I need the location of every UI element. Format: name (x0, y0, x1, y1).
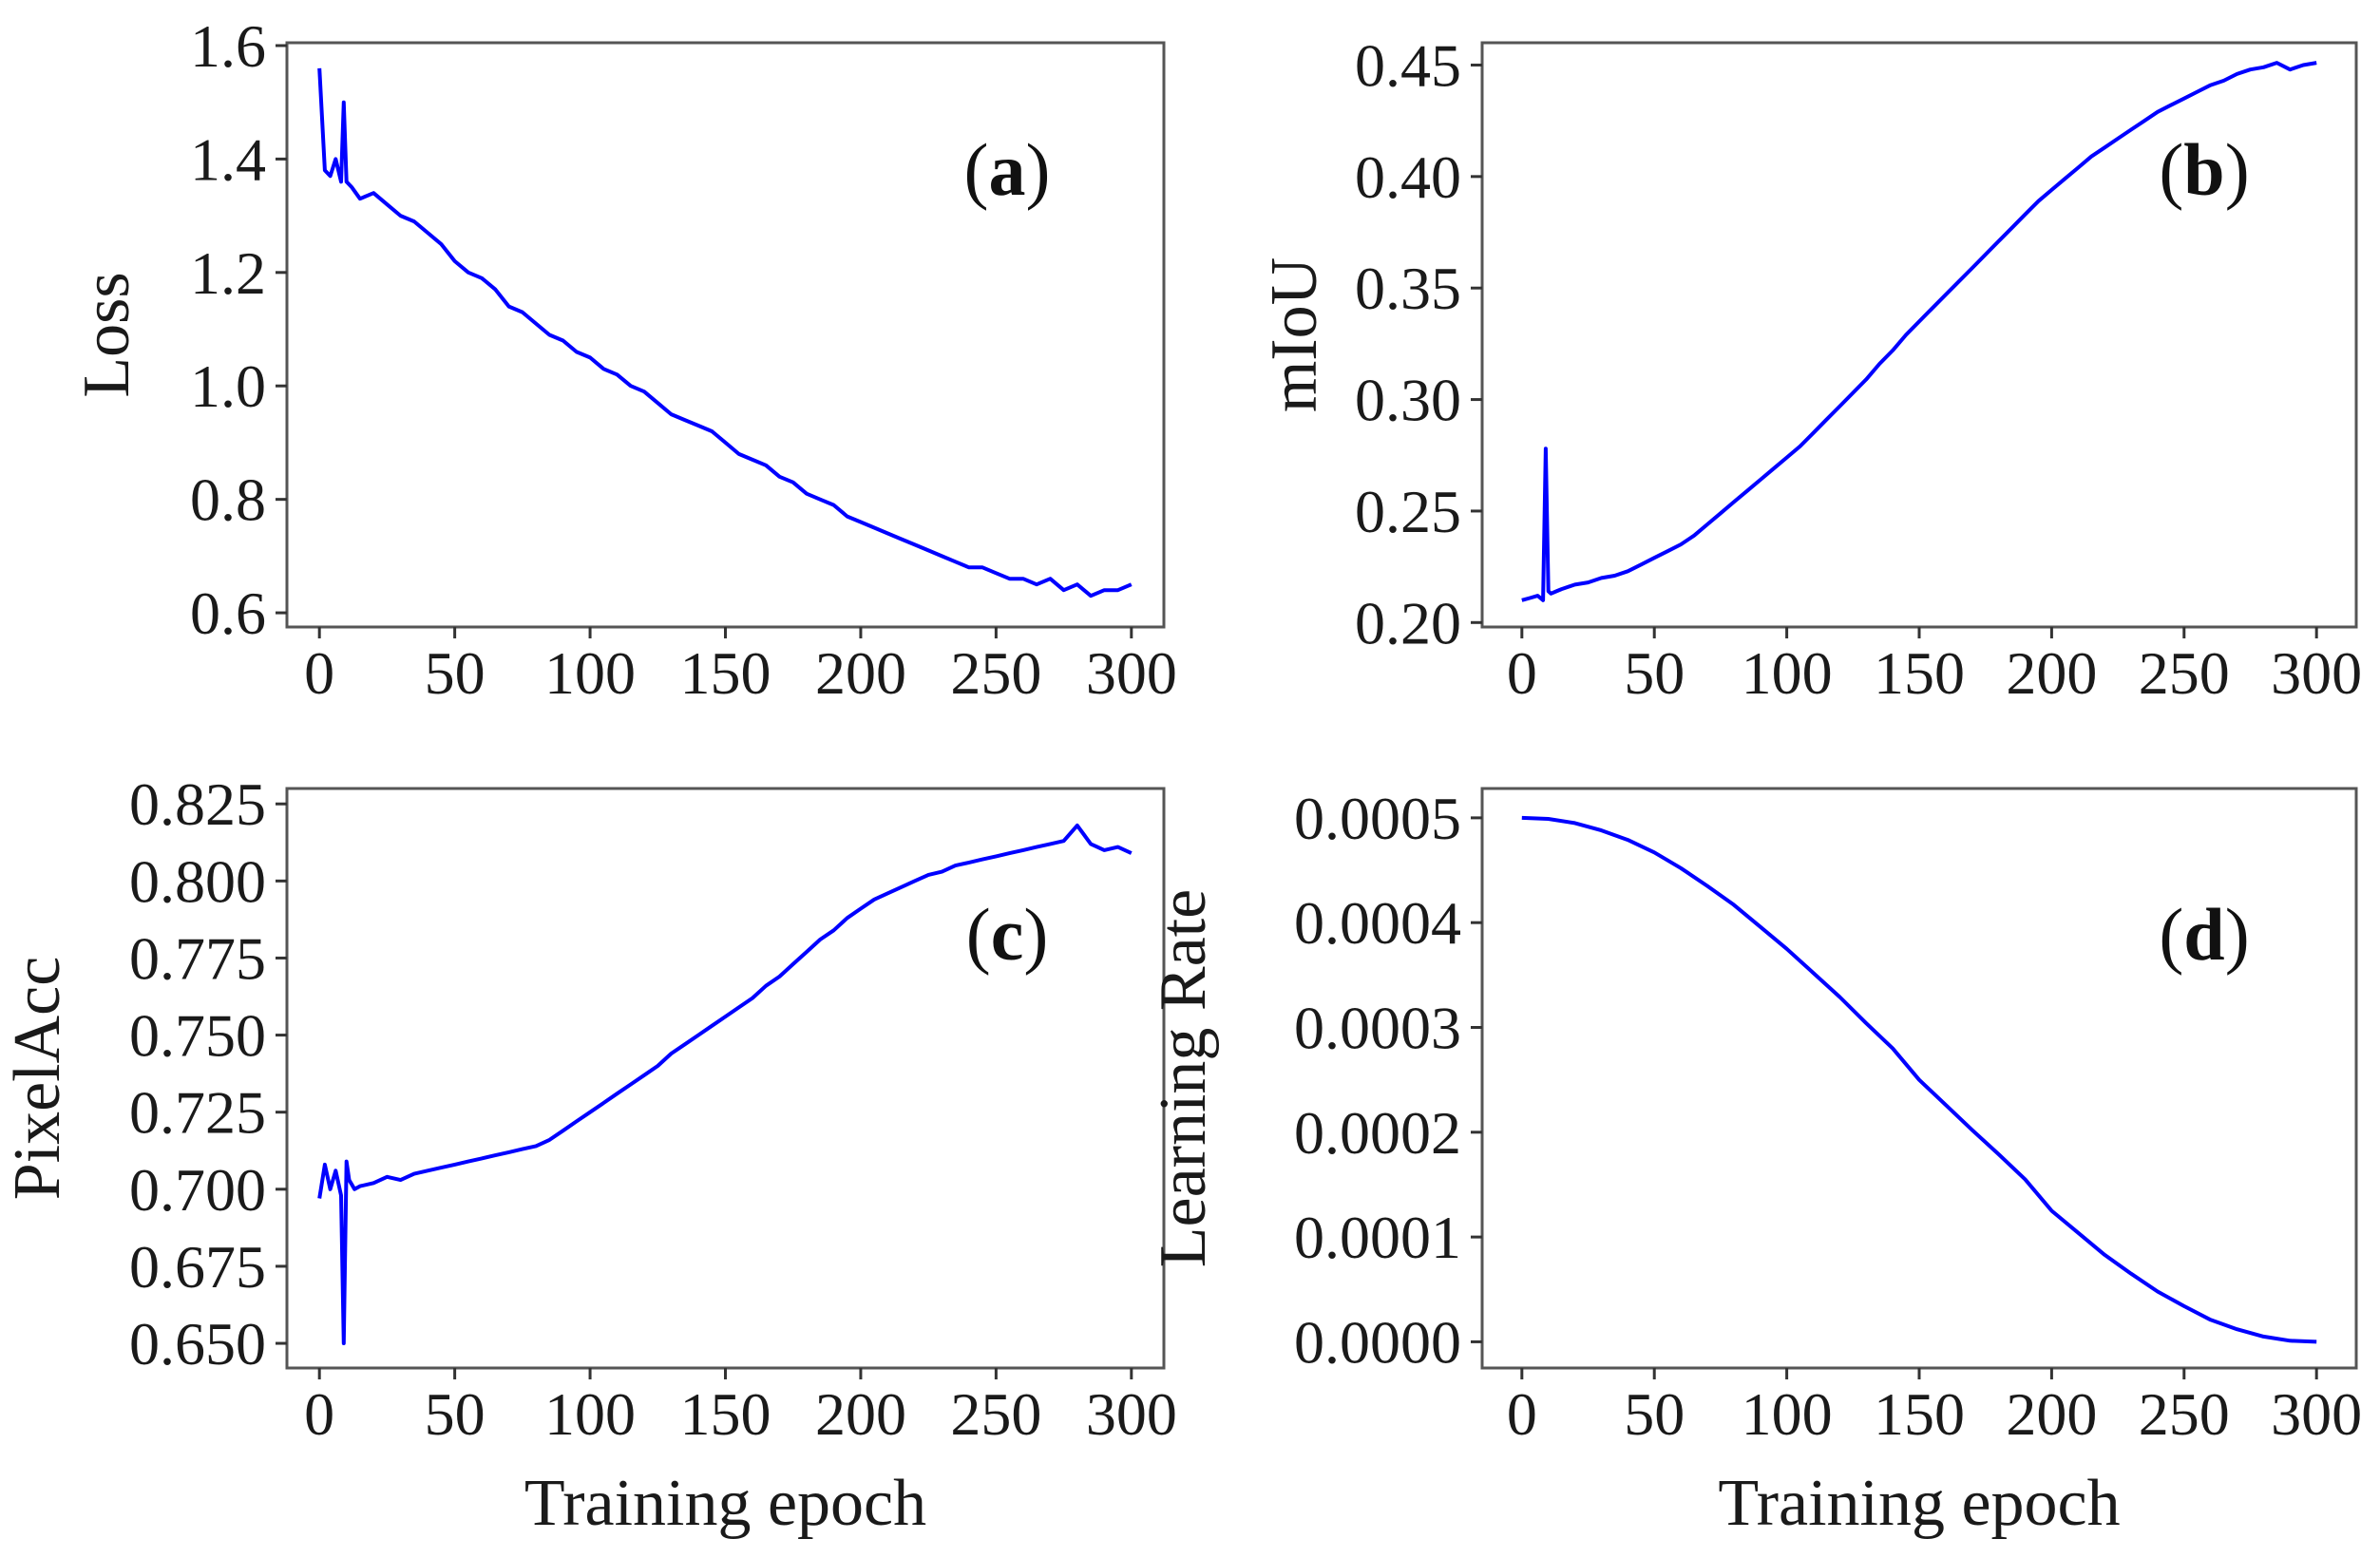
x-tick-label: 50 (1624, 639, 1685, 707)
x-tick-label: 150 (1874, 1380, 1965, 1448)
y-tick-label: 0.0003 (1294, 995, 1461, 1062)
x-tick-label: 50 (425, 1380, 486, 1448)
y-tick-label: 0.0004 (1294, 889, 1461, 957)
y-tick-label: 0.700 (129, 1156, 266, 1224)
panel-label: (c) (966, 893, 1049, 976)
x-tick-label: 100 (1742, 639, 1833, 707)
y-tick-label: 0.45 (1355, 31, 1461, 99)
series-line-c (317, 823, 1133, 1345)
y-tick-label: 0.0002 (1294, 1099, 1461, 1167)
y-tick-label: 0.40 (1355, 143, 1461, 211)
y-axis-label: mIoU (1258, 257, 1331, 412)
y-tick-label: 0.825 (129, 770, 266, 838)
x-tick-label: 200 (2006, 639, 2097, 707)
x-tick-label: 50 (425, 639, 486, 707)
series-line-a (317, 67, 1133, 598)
y-tick-label: 0.750 (129, 1002, 266, 1070)
x-tick-label: 150 (680, 1380, 771, 1448)
y-axis-label: Loss (70, 272, 143, 397)
x-tick-label: 300 (1086, 1380, 1177, 1448)
x-tick-label: 100 (544, 1380, 636, 1448)
y-tick-label: 0.0005 (1294, 785, 1461, 852)
y-tick-label: 0.775 (129, 924, 266, 992)
series-line-b (1521, 61, 2317, 602)
chart-panel-a: 0 50 100 150 200 250 300 0.6 0.8 1.0 1.2 1.4 1.6 Loss… (70, 12, 1177, 707)
chart-panel-d: 0 50 100 150 200 250 300 0.0000 0.0001 0.0002 0.00… (1147, 785, 2362, 1540)
y-tick-label: 0.0000 (1294, 1308, 1461, 1376)
x-tick-label: 0 (304, 639, 334, 707)
x-tick-label: 250 (950, 1380, 1041, 1448)
y-tick-label: 1.0 (190, 352, 266, 420)
y-tick-label: 0.8 (190, 466, 266, 534)
y-tick-label: 1.2 (190, 239, 266, 307)
x-tick-label: 300 (2271, 1380, 2362, 1448)
x-tick-label: 150 (680, 639, 771, 707)
chart-panel-c: 0 50 100 150 200 250 300 0.650 0.675 0.700 0.725 0.… (1, 770, 1177, 1540)
y-tick-label: 0.35 (1355, 255, 1461, 322)
x-axis-label: Training epoch (1718, 1467, 2120, 1540)
x-tick-label: 100 (544, 639, 636, 707)
y-tick-label: 0.25 (1355, 478, 1461, 545)
y-tick-label: 0.800 (129, 847, 266, 915)
y-tick-label: 0.30 (1355, 367, 1461, 434)
y-tick-label: 1.6 (190, 12, 266, 80)
y-tick-label: 0.6 (190, 580, 266, 647)
y-tick-label: 1.4 (190, 125, 266, 193)
x-tick-label: 300 (1086, 639, 1177, 707)
x-tick-label: 200 (2006, 1380, 2097, 1448)
y-tick-label: 0.725 (129, 1079, 266, 1147)
x-tick-label: 200 (815, 1380, 906, 1448)
y-axis-label: PixelAcc (1, 957, 74, 1201)
y-axis-label: Learning Rate (1147, 889, 1220, 1267)
series-line-d (1521, 815, 2317, 1344)
panel-label: (a) (964, 128, 1051, 211)
x-tick-label: 0 (304, 1380, 334, 1448)
chart-panel-b: 0 50 100 150 200 250 300 0.20 0.25 0.30 0.35 0.40 0.… (1258, 31, 2362, 707)
y-tick-label: 0.20 (1355, 589, 1461, 656)
panel-label: (b) (2159, 128, 2249, 211)
x-tick-label: 0 (1507, 639, 1537, 707)
x-tick-label: 250 (2139, 1380, 2230, 1448)
x-tick-label: 250 (950, 639, 1041, 707)
x-tick-label: 200 (815, 639, 906, 707)
x-tick-label: 100 (1742, 1380, 1833, 1448)
panel-label: (d) (2159, 893, 2249, 976)
plot-frame (285, 787, 1166, 1370)
x-tick-label: 150 (1874, 639, 1965, 707)
x-tick-label: 50 (1624, 1380, 1685, 1448)
x-tick-label: 300 (2271, 639, 2362, 707)
y-tick-label: 0.675 (129, 1233, 266, 1301)
x-axis-label: Training epoch (524, 1467, 926, 1540)
y-tick-label: 0.0001 (1294, 1204, 1461, 1271)
y-tick-label: 0.650 (129, 1310, 266, 1378)
x-tick-label: 0 (1507, 1380, 1537, 1448)
x-tick-label: 250 (2139, 639, 2230, 707)
